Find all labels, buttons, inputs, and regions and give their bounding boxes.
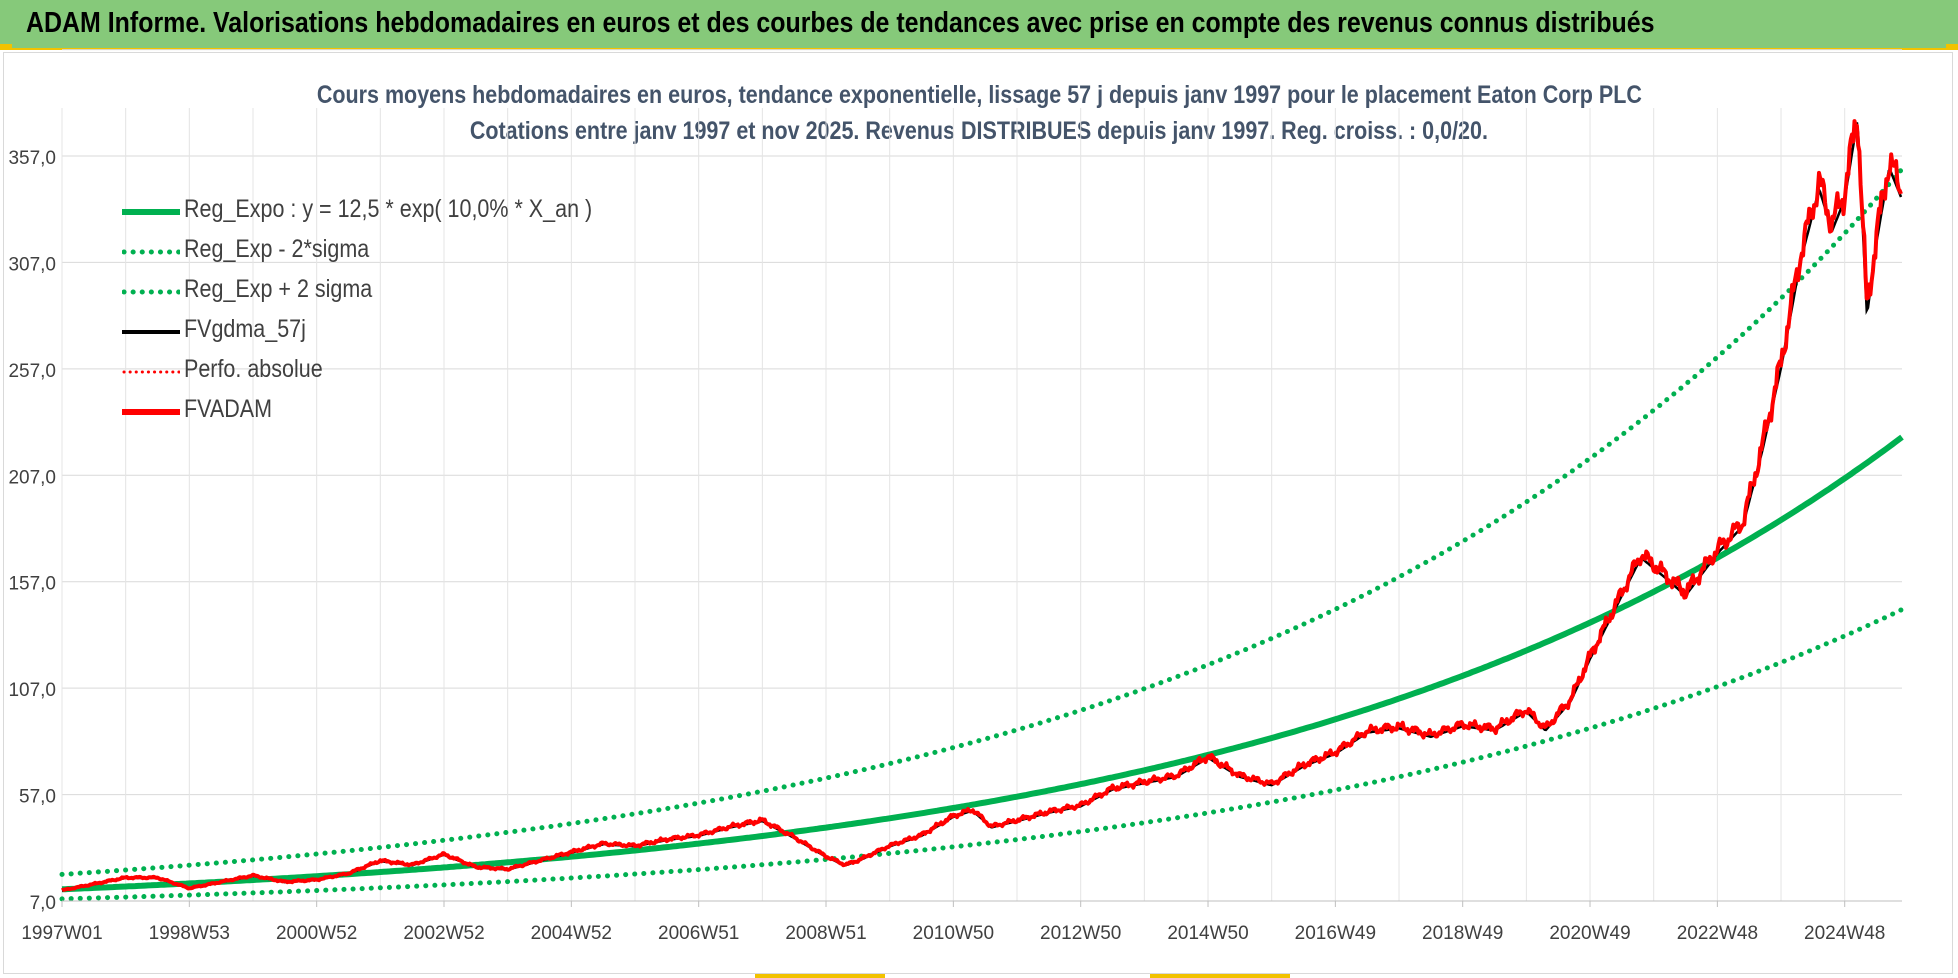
x-tick-label: 2020W49 xyxy=(1549,923,1630,944)
y-tick-label: 157,0 xyxy=(8,574,56,595)
x-tick-label: 2000W52 xyxy=(276,923,357,944)
legend-item-fvgdma: FVgdma_57j xyxy=(122,312,642,352)
axis-layer: 7,0 57,0 107,0 157,0 207,0 257,0 307,0 357,0 199… xyxy=(8,148,1902,944)
series-fvadam xyxy=(60,119,1903,893)
series-reg-exp-low xyxy=(59,607,1905,902)
x-tick-label: 2014W50 xyxy=(1167,923,1248,944)
y-tick-label: 7,0 xyxy=(30,893,56,914)
legend-item-reg-expo: Reg_Expo : y = 12,5 * exp( 10,0% * X_an … xyxy=(122,192,642,232)
y-tick-label: 207,0 xyxy=(8,467,56,488)
report-title: ADAM Informe. Valorisations hebdomadaire… xyxy=(26,7,1655,39)
bottom-accent-2 xyxy=(1150,974,1290,978)
chart-frame xyxy=(3,52,1953,974)
legend-swatch-reg-exp-high xyxy=(122,289,180,295)
series-reg-exp-high xyxy=(59,166,1905,877)
corner-mark-left xyxy=(0,44,12,50)
x-tick-label: 1998W53 xyxy=(149,923,230,944)
x-tick-label: 2008W51 xyxy=(785,923,866,944)
report-header: ADAM Informe. Valorisations hebdomadaire… xyxy=(0,0,1958,50)
x-tick-label: 2022W48 xyxy=(1677,923,1758,944)
x-tick-label: 2024W48 xyxy=(1804,923,1885,944)
legend-label: Reg_Expo : y = 12,5 * exp( 10,0% * X_an … xyxy=(184,195,593,223)
legend-item-perfo: Perfo. absolue xyxy=(122,352,642,392)
y-tick-label: 307,0 xyxy=(8,254,56,275)
legend-swatch-fvadam xyxy=(122,409,180,415)
legend-swatch-reg-exp-low xyxy=(122,249,180,255)
series-reg-expo xyxy=(61,434,1904,893)
chart-legend: Reg_Expo : y = 12,5 * exp( 10,0% * X_an … xyxy=(122,192,642,432)
y-tick-label: 357,0 xyxy=(8,148,56,169)
y-tick-label: 107,0 xyxy=(8,680,56,701)
legend-label: Perfo. absolue xyxy=(184,355,323,383)
x-tick-label: 2018W49 xyxy=(1422,923,1503,944)
chart-subtitle: Cotations entre janv 1997 et nov 2025. R… xyxy=(469,117,1489,145)
legend-item-fvadam: FVADAM xyxy=(122,392,642,432)
y-tick-label: 57,0 xyxy=(19,787,56,808)
legend-item-reg-exp-low: Reg_Exp - 2*sigma xyxy=(122,232,642,272)
legend-label: FVgdma_57j xyxy=(184,315,306,343)
x-tick-label: 1997W01 xyxy=(21,923,102,944)
x-tick-label: 2010W50 xyxy=(913,923,994,944)
chart-title: Cours moyens hebdomadaires en euros, ten… xyxy=(316,81,1642,109)
legend-swatch-fvgdma xyxy=(122,330,180,334)
x-tick-label: 2016W49 xyxy=(1295,923,1376,944)
legend-item-reg-exp-high: Reg_Exp + 2 sigma xyxy=(122,272,642,312)
legend-label: Reg_Exp + 2 sigma xyxy=(184,275,373,303)
x-tick-label: 2012W50 xyxy=(1040,923,1121,944)
x-tick-label: 2004W52 xyxy=(531,923,612,944)
y-tick-label: 257,0 xyxy=(8,361,56,382)
bottom-accent-1 xyxy=(755,974,885,978)
legend-swatch-perfo xyxy=(122,370,180,374)
series-layer xyxy=(59,119,1905,902)
legend-label: FVADAM xyxy=(184,395,273,423)
legend-label: Reg_Exp - 2*sigma xyxy=(184,235,370,263)
grid-layer xyxy=(61,49,1902,902)
x-tick-label: 2002W52 xyxy=(403,923,484,944)
x-tick-label: 2006W51 xyxy=(658,923,739,944)
corner-mark-right xyxy=(1946,44,1958,50)
legend-swatch-reg-expo xyxy=(122,209,180,215)
